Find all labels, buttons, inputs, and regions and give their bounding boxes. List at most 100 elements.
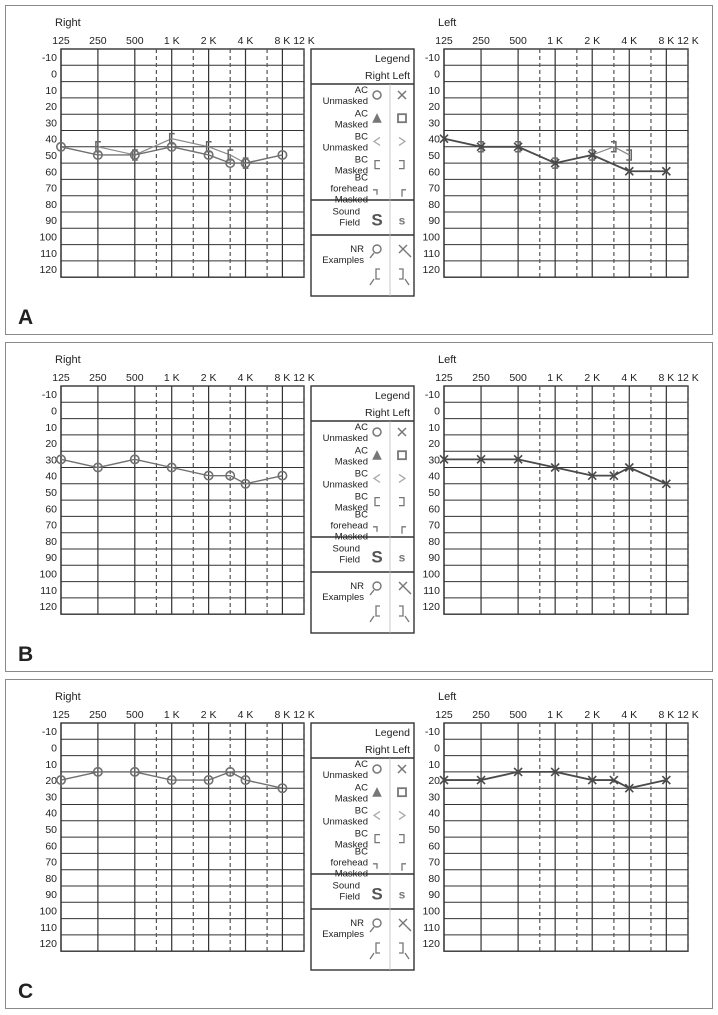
left-y-tick-label: 70 xyxy=(428,520,440,532)
nr-arrow-icon xyxy=(404,278,410,286)
right-y-tick-label: 70 xyxy=(45,183,57,195)
legend-row-label: Masked xyxy=(335,166,368,177)
left-ac-x-marker xyxy=(513,767,523,777)
left-ac-x-marker xyxy=(513,454,523,464)
left-x-tick-label: 125 xyxy=(435,709,453,721)
right-bc-lbracket-marker xyxy=(205,141,212,153)
left-x-tick-label: 4 K xyxy=(621,35,637,47)
left-y-tick-label: 100 xyxy=(422,231,440,243)
left-y-tick-label: 120 xyxy=(422,601,440,613)
sound-field-symbol-left: s xyxy=(399,214,406,228)
nr-arrow-icon xyxy=(369,252,375,259)
legend-row-label: BC xyxy=(355,509,368,520)
right-y-tick-label: 70 xyxy=(45,857,57,869)
right-y-tick-label: 90 xyxy=(45,215,57,227)
legend-ear-labels: Right Left xyxy=(365,744,410,756)
left-y-tick-label: 90 xyxy=(428,552,440,564)
right-ac-circle-marker xyxy=(92,462,103,473)
circle-icon xyxy=(372,427,382,437)
right-y-tick-label: 70 xyxy=(45,520,57,532)
left-y-tick-label: -10 xyxy=(425,726,440,738)
legend-row-label: forehead xyxy=(330,520,368,531)
legend-row-label: Masked xyxy=(335,531,368,542)
right-x-tick-label: 125 xyxy=(52,709,70,721)
left-x-tick-label: 8 K xyxy=(658,709,674,721)
left-ac-x-marker xyxy=(624,166,634,176)
square-icon xyxy=(397,450,407,461)
left-y-tick-label: 0 xyxy=(434,405,440,417)
right-ac-circle-marker xyxy=(225,766,236,777)
sound-field-symbol-right: S xyxy=(371,211,382,230)
left-y-tick-label: 60 xyxy=(428,503,440,515)
triangle-icon xyxy=(372,450,382,460)
circle-icon xyxy=(372,764,382,774)
right-ac-circle-marker xyxy=(240,158,251,169)
left-y-tick-label: 100 xyxy=(422,905,440,917)
left-x-tick-label: 4 K xyxy=(621,372,637,384)
legend-row-label: AC xyxy=(355,108,368,119)
greater-than-icon xyxy=(398,473,407,483)
left-y-tick-label: 40 xyxy=(428,134,440,146)
right-y-tick-label: 20 xyxy=(45,101,57,113)
right-bracket-icon xyxy=(399,496,405,507)
right-y-tick-label: 60 xyxy=(45,166,57,178)
legend-frame xyxy=(310,385,415,634)
left-y-tick-label: 90 xyxy=(428,215,440,227)
panel-letter-a: A xyxy=(18,306,34,329)
right-ac-circle-marker xyxy=(92,766,103,777)
nr-right-bracket-icon xyxy=(399,942,404,954)
less-than-icon xyxy=(372,136,381,146)
left-y-tick-label: 10 xyxy=(428,85,440,97)
legend-frame xyxy=(310,722,415,971)
legend-row-label: BC xyxy=(355,155,368,166)
left-y-tick-label: 110 xyxy=(423,248,440,260)
legend-row-label: Unmasked xyxy=(323,433,368,444)
right-y-tick-label: 120 xyxy=(39,938,57,950)
nr-arrow-icon xyxy=(369,278,375,286)
nr-circle-icon xyxy=(372,918,382,928)
right-x-tick-label: 4 K xyxy=(238,372,254,384)
sound-field-symbol-left: s xyxy=(399,888,406,902)
right-y-tick-label: 50 xyxy=(45,487,57,499)
left-y-tick-label: 90 xyxy=(428,889,440,901)
legend-row-label: BC xyxy=(355,846,368,857)
bracket-up-icon xyxy=(401,189,406,197)
left-ac-x-marker xyxy=(550,767,560,777)
left-y-tick-label: -10 xyxy=(425,52,440,64)
nr-examples-label: NR xyxy=(350,918,364,929)
legend-row-label: BC xyxy=(355,172,368,183)
legend-row-label: BC xyxy=(355,806,368,817)
right-y-tick-label: 90 xyxy=(45,889,57,901)
right-x-tick-label: 8 K xyxy=(275,372,291,384)
legend-row-label: AC xyxy=(355,445,368,456)
left-y-tick-label: -10 xyxy=(425,389,440,401)
sound-field-label: Field xyxy=(339,892,360,903)
nr-arrow-icon xyxy=(369,615,375,623)
right-y-tick-label: 80 xyxy=(45,199,57,211)
legend-row-label: Unmasked xyxy=(323,817,368,828)
less-than-icon xyxy=(372,810,381,820)
left-y-tick-label: 70 xyxy=(428,857,440,869)
left-y-tick-label: 70 xyxy=(428,183,440,195)
legend-row-label: BC xyxy=(355,829,368,840)
right-bc-masked-line xyxy=(97,138,246,164)
left-x-tick-label: 4 K xyxy=(621,709,637,721)
left-y-tick-label: 0 xyxy=(434,742,440,754)
legend-row-label: BC xyxy=(355,492,368,503)
left-y-tick-label: 20 xyxy=(428,101,440,113)
nr-examples-label: NR xyxy=(350,581,364,592)
left-ear-title: Left xyxy=(438,17,456,29)
sound-field-symbol-left: s xyxy=(399,551,406,565)
nr-arrow-icon xyxy=(406,926,412,932)
triangle-icon xyxy=(372,787,382,797)
left-ear-title: Left xyxy=(438,691,456,703)
right-y-tick-label: -10 xyxy=(42,52,57,64)
nr-x-icon xyxy=(398,918,408,928)
right-x-tick-label: 4 K xyxy=(238,35,254,47)
legend-ear-labels: Right Left xyxy=(365,407,410,419)
left-x-tick-label: 12 K xyxy=(677,709,699,721)
